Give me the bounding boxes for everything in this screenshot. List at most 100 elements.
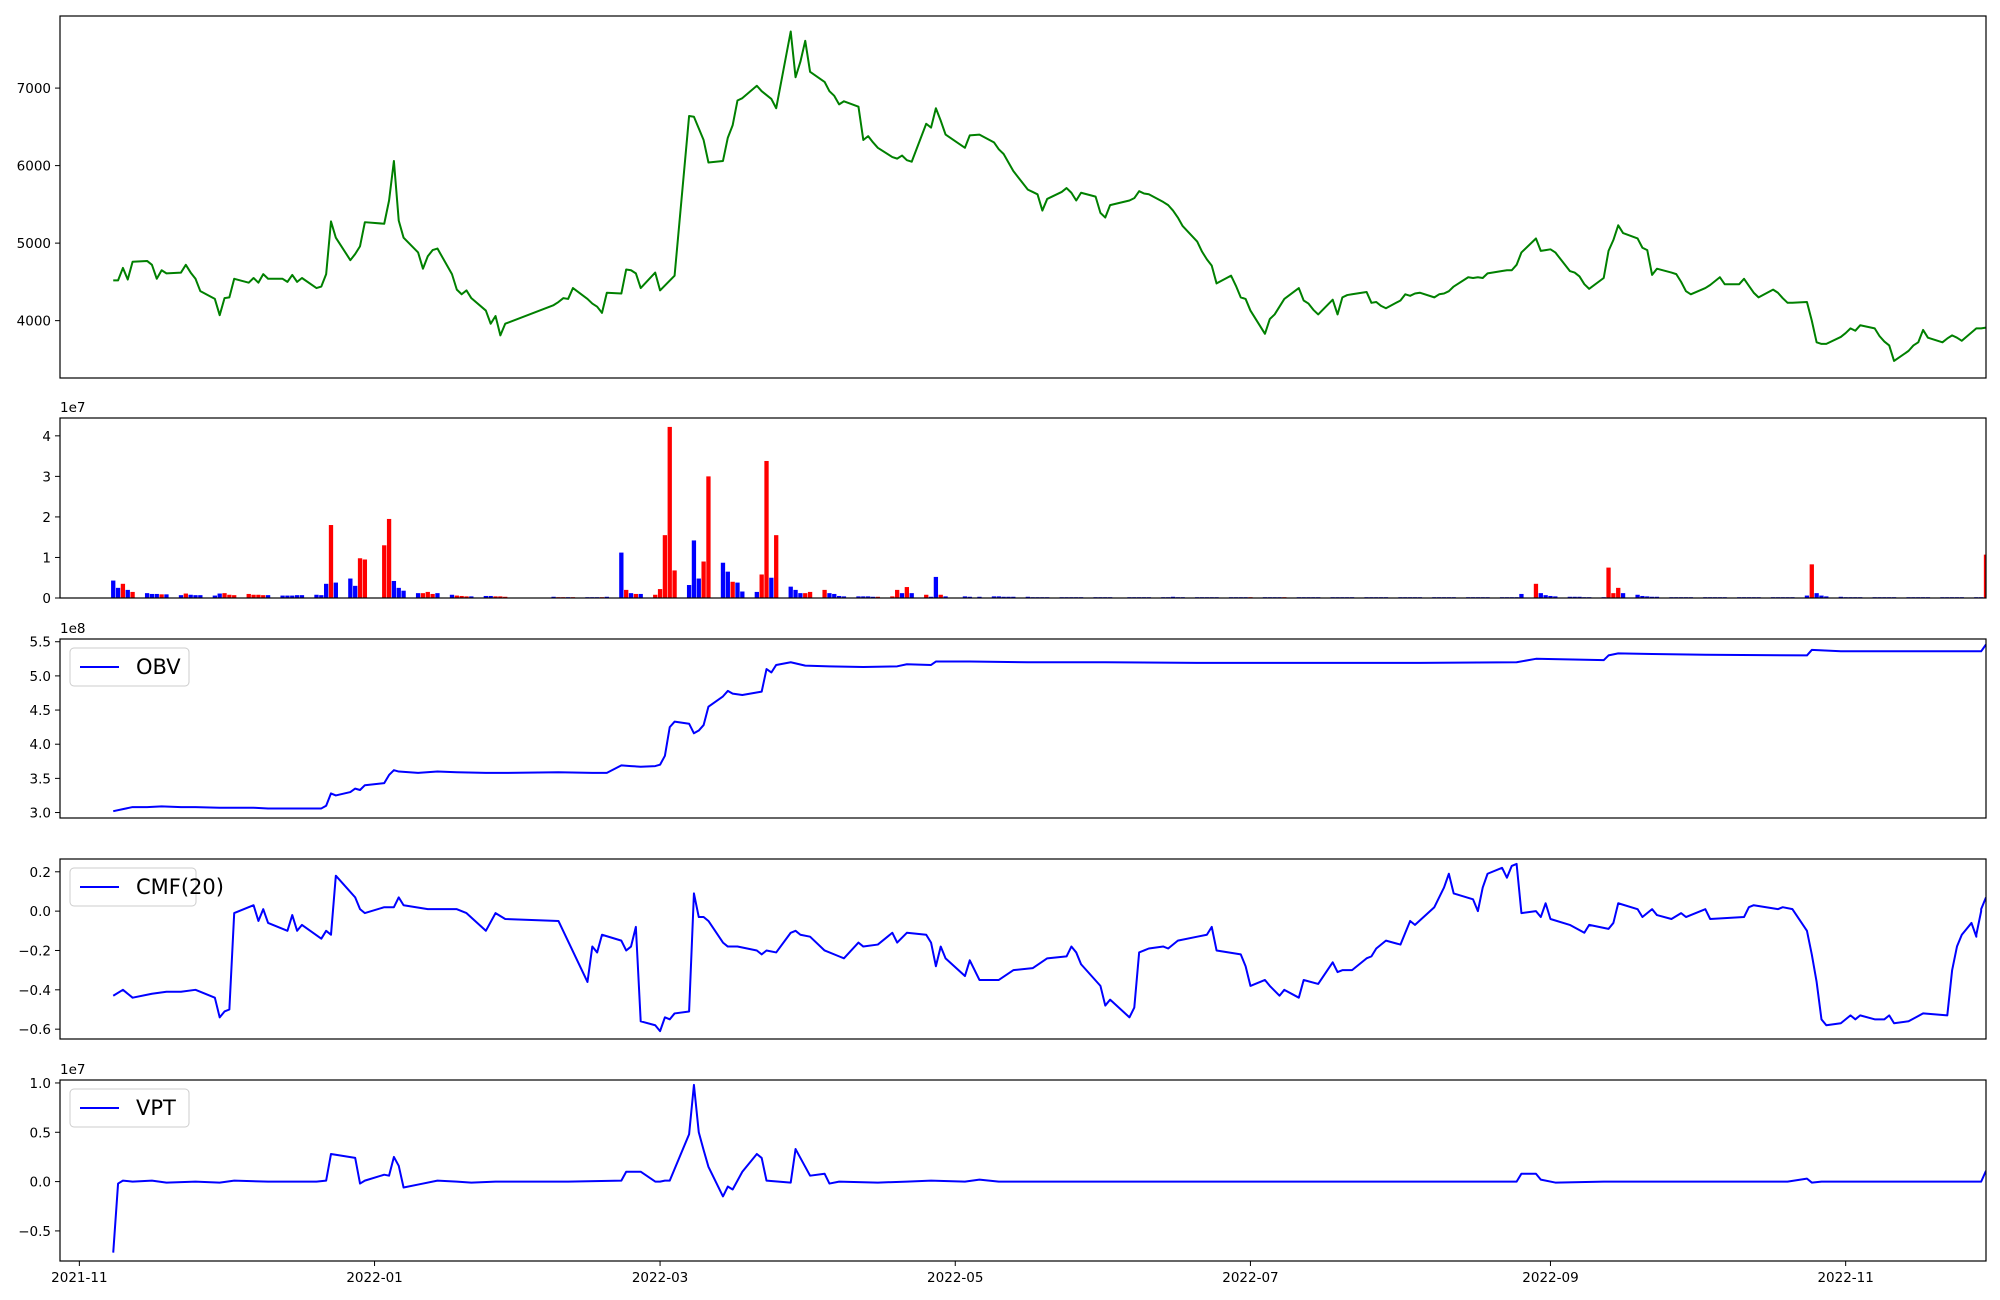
xtick-label: 2022-09: [1522, 1270, 1578, 1286]
volume-bar: [706, 476, 711, 598]
vpt-series-line: [112, 1083, 1986, 1253]
volume-bar: [928, 596, 934, 598]
volume-bar: [386, 518, 392, 598]
price-panel: 4000 5000 6000 7000: [17, 15, 1987, 379]
volume-data: [111, 426, 1986, 598]
price-series-line: [113, 30, 1986, 362]
volume-bar: [904, 587, 910, 598]
volume-bar: [1572, 596, 1577, 598]
volume-bar: [1519, 593, 1524, 598]
volume-bar: [1804, 595, 1810, 598]
volume-bar: [1553, 596, 1558, 598]
volume-ytick-label: 4: [42, 429, 51, 445]
obv-legend-box: [69, 647, 190, 687]
volume-bar: [803, 593, 808, 598]
vpt-ytick-label: 0.5: [30, 1125, 51, 1141]
cmf-series-line: [112, 862, 1986, 1033]
volume-bar: [754, 591, 759, 598]
volume-bar: [890, 596, 895, 598]
cmf-axes-frame: [59, 858, 1987, 1040]
volume-bar: [701, 561, 706, 598]
volume-bar: [1606, 567, 1611, 598]
volume-bar: [628, 593, 634, 598]
volume-bar: [604, 596, 609, 598]
volume-bar: [294, 595, 300, 598]
volume-bar: [435, 593, 440, 598]
volume-bar: [1006, 596, 1011, 598]
volume-bar: [425, 591, 430, 598]
vpt-axes-frame: [59, 1079, 1987, 1262]
volume-bar: [764, 460, 769, 598]
volume-bar: [870, 596, 876, 598]
volume-bar: [1983, 554, 1986, 598]
volume-bar: [1819, 595, 1824, 598]
volume-bar: [154, 593, 159, 598]
volume-bar: [348, 578, 353, 598]
volume-bar: [493, 596, 498, 598]
volume-bar: [672, 570, 677, 598]
volume-bar: [415, 593, 421, 598]
volume-bar: [1809, 564, 1814, 598]
volume-bar: [382, 545, 387, 598]
obv-series-line: [113, 643, 1986, 813]
volume-bar: [251, 594, 256, 598]
volume-bar: [256, 594, 261, 598]
volume-bar: [861, 596, 866, 598]
vpt-legend-label: VPT: [136, 1096, 176, 1120]
volume-bar: [899, 593, 905, 598]
volume-bar: [217, 593, 222, 598]
volume-bar: [353, 585, 358, 598]
volume-bar: [943, 596, 948, 598]
volume-bar: [924, 594, 929, 598]
volume-bar: [144, 593, 150, 598]
volume-bar: [832, 593, 837, 598]
volume-bar: [740, 591, 745, 598]
volume-bar: [1543, 595, 1548, 598]
volume-ytick-label: 3: [42, 469, 51, 485]
volume-bar: [469, 596, 474, 598]
volume-bar: [265, 595, 271, 598]
volume-bar: [362, 559, 368, 598]
cmf-panel: −0.6 −0.4 −0.2 0.0 0.2 CMF(20): [18, 858, 1987, 1040]
volume-bar: [149, 593, 155, 598]
volume-bar: [996, 596, 1001, 598]
volume-bar: [324, 583, 329, 598]
volume-bar: [991, 596, 997, 598]
volume-ytick-label: 1: [42, 550, 51, 566]
volume-bar: [227, 594, 232, 598]
volume-bar: [735, 582, 740, 598]
obv-axes-frame: [59, 638, 1987, 819]
xtick-label: 2021-11: [51, 1270, 107, 1286]
obv-legend: OBV: [69, 647, 190, 687]
volume-bar: [183, 593, 188, 598]
price-data: [113, 30, 1986, 362]
volume-bar: [686, 585, 692, 598]
volume-bar: [1824, 596, 1829, 598]
cmf-legend: CMF(20): [69, 867, 224, 907]
volume-bar: [977, 596, 982, 598]
volume-bar: [662, 535, 668, 598]
volume-bar: [633, 593, 639, 598]
cmf-legend-label: CMF(20): [136, 875, 224, 899]
obv-panel: 3.0 3.5 4.0 4.5 5.0 5.5 1e8 OBV: [30, 621, 1987, 822]
obv-data: [113, 643, 1986, 813]
volume-bar: [130, 591, 135, 598]
obv-legend-label: OBV: [136, 655, 181, 679]
volume-bar: [836, 595, 842, 598]
volume-bar: [314, 594, 319, 598]
vpt-legend: VPT: [69, 1088, 190, 1128]
volume-bar: [841, 596, 847, 598]
vpt-panel: −0.5 0.0 0.5 1.0 1e7 2021-11 2022-01 2022-03 202…: [18, 1062, 1987, 1286]
volume-bar: [1567, 596, 1572, 598]
volume-bar: [1001, 596, 1006, 598]
volume-ytick-label: 2: [42, 510, 51, 526]
volume-bar: [1616, 587, 1621, 598]
volume-bar: [333, 582, 338, 598]
cmf-ytick-label: 0.0: [30, 904, 51, 920]
volume-bar: [793, 589, 798, 598]
volume-bar: [280, 595, 285, 598]
volume-bar: [638, 593, 643, 598]
volume-bar: [730, 581, 735, 598]
volume-bar: [1170, 596, 1176, 598]
